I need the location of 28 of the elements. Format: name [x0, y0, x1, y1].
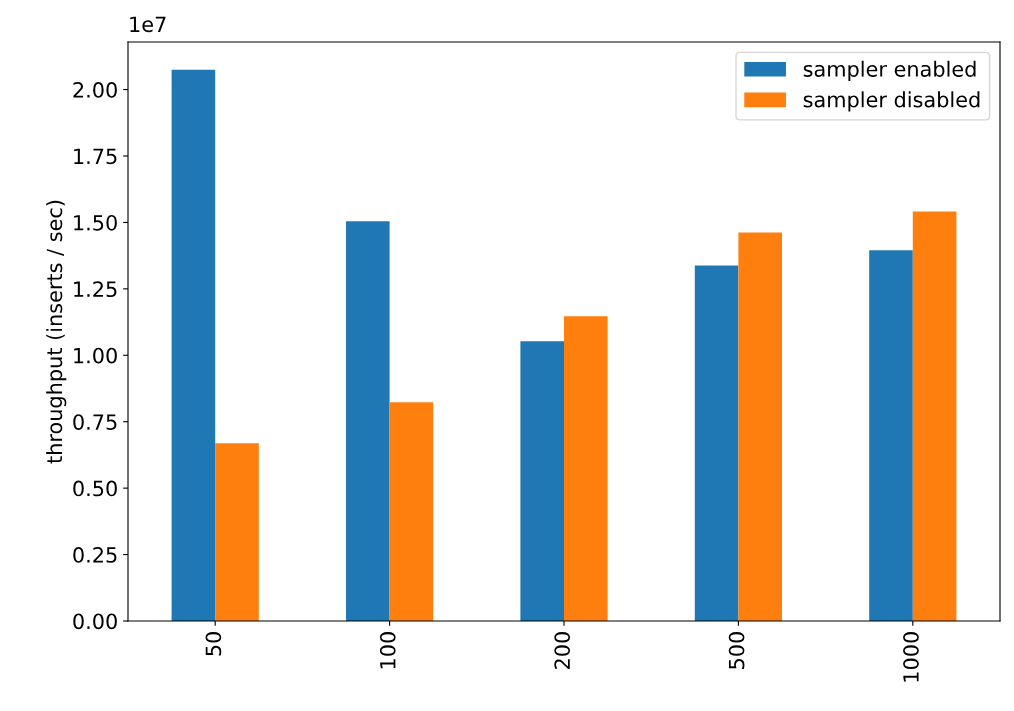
bar [694, 265, 739, 621]
bar [520, 341, 564, 621]
x-tick-label: 1000 [903, 632, 919, 682]
legend-label: sampler enabled [803, 60, 976, 81]
text: 1e7 [130, 16, 166, 33]
x-tick-label: 100 [379, 632, 396, 669]
bar [215, 443, 259, 621]
y-tick-label: 1.75 [74, 148, 117, 165]
y-axis-title: throughput (inserts / sec) [46, 200, 67, 464]
x-tick-label: 50 [205, 632, 222, 656]
bar [869, 250, 913, 621]
bar [346, 221, 390, 621]
bar [738, 232, 782, 621]
y-tick-label: 2.00 [73, 82, 117, 98]
y-tick-label: 0.50 [73, 480, 117, 497]
x-tick-label: 200 [554, 632, 571, 669]
bar [912, 211, 957, 621]
y-tick-label: 0.25 [73, 547, 117, 563]
y-tick-label: 1.00 [74, 347, 117, 364]
bar [564, 316, 608, 621]
y-tick-label: 0.75 [73, 414, 117, 430]
y-tick-label: 1.25 [74, 281, 117, 298]
bar [171, 69, 216, 621]
x-tick-label: 500 [728, 632, 745, 669]
y-tick-label: 0.00 [73, 613, 117, 630]
bar [389, 402, 434, 621]
y-tick-label: 1.50 [74, 214, 117, 231]
legend-label: sampler disabled [803, 91, 980, 112]
